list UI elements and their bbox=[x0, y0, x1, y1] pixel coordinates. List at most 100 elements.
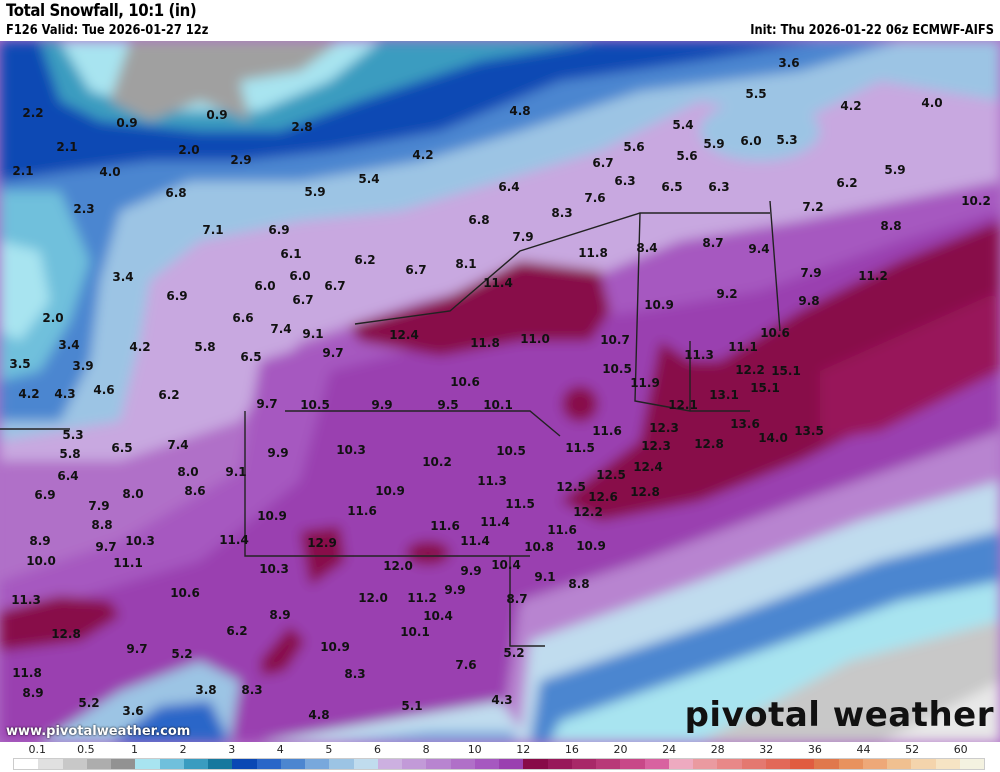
snowfall-field bbox=[0, 41, 1000, 742]
snowfall-value-label: 10.2 bbox=[961, 194, 991, 208]
snowfall-value-label: 10.6 bbox=[760, 326, 790, 340]
snowfall-value-label: 5.4 bbox=[358, 172, 380, 186]
snowfall-value-label: 6.6 bbox=[232, 311, 254, 325]
snowfall-value-label: 6.5 bbox=[240, 350, 262, 364]
legend-swatch bbox=[377, 759, 402, 769]
legend-tick-label: 5 bbox=[325, 743, 333, 756]
snowfall-value-label: 9.9 bbox=[444, 583, 466, 597]
snowfall-value-label: 8.8 bbox=[880, 219, 902, 233]
snowfall-value-label: 11.5 bbox=[505, 497, 535, 511]
snowfall-value-label: 12.4 bbox=[633, 460, 663, 474]
legend-swatch bbox=[814, 759, 839, 769]
snowfall-value-label: 2.8 bbox=[291, 120, 313, 134]
snowfall-value-label: 11.8 bbox=[578, 246, 608, 260]
legend-swatch bbox=[741, 759, 766, 769]
snowfall-value-label: 4.3 bbox=[54, 387, 76, 401]
snowfall-value-label: 4.2 bbox=[129, 340, 151, 354]
snowfall-value-label: 4.0 bbox=[99, 165, 121, 179]
snowfall-value-label: 9.7 bbox=[322, 346, 344, 360]
state-borders bbox=[0, 200, 781, 647]
snowfall-value-label: 4.6 bbox=[93, 383, 115, 397]
source-url[interactable]: www.pivotalweather.com bbox=[6, 724, 191, 739]
snowfall-value-label: 11.5 bbox=[565, 441, 595, 455]
legend-swatch bbox=[644, 759, 669, 769]
legend-swatch bbox=[523, 759, 548, 769]
snowfall-value-label: 12.3 bbox=[641, 439, 671, 453]
snowfall-value-label: 7.1 bbox=[202, 223, 224, 237]
snowfall-value-label: 4.8 bbox=[308, 708, 330, 722]
legend-swatch bbox=[329, 759, 354, 769]
legend-swatch bbox=[280, 759, 305, 769]
snowfall-value-label: 8.9 bbox=[22, 686, 44, 700]
snowfall-value-label: 4.8 bbox=[509, 104, 531, 118]
snowfall-value-label: 7.2 bbox=[802, 200, 824, 214]
snowfall-value-label: 2.0 bbox=[42, 311, 64, 325]
valid-time: F126 Valid: Tue 2026-01-27 12z bbox=[6, 23, 209, 38]
snowfall-value-label: 7.6 bbox=[455, 658, 477, 672]
snowfall-value-label: 8.7 bbox=[506, 592, 528, 606]
legend-swatch bbox=[474, 759, 499, 769]
snowfall-value-label: 7.6 bbox=[584, 191, 606, 205]
legend-ticks: 0.1 0.5 1 2 3 4 5 6 8 10 12 16 20 24 28 32 36 44 52 60 bbox=[0, 743, 1000, 757]
snowfall-value-label: 11.2 bbox=[407, 591, 437, 605]
snowfall-value-label: 11.6 bbox=[430, 519, 460, 533]
snowfall-value-label: 12.5 bbox=[596, 468, 626, 482]
legend-tick-label: 12 bbox=[516, 743, 531, 756]
snowfall-value-label: 5.6 bbox=[623, 140, 645, 154]
snowfall-value-label: 2.2 bbox=[22, 106, 44, 120]
legend-tick-label: 28 bbox=[710, 743, 725, 756]
snowfall-value-label: 10.9 bbox=[644, 298, 674, 312]
snowfall-value-label: 2.1 bbox=[56, 140, 78, 154]
legend-swatch bbox=[450, 759, 475, 769]
snowfall-value-label: 6.7 bbox=[292, 293, 314, 307]
snowfall-value-label: 4.3 bbox=[491, 693, 513, 707]
legend-tick-label: 32 bbox=[759, 743, 774, 756]
snowfall-value-label: 11.3 bbox=[11, 593, 41, 607]
legend-swatch bbox=[402, 759, 427, 769]
snowfall-value-label: 8.0 bbox=[122, 487, 144, 501]
snowfall-value-label: 6.5 bbox=[661, 180, 683, 194]
snowfall-value-label: 5.2 bbox=[171, 647, 193, 661]
snowfall-value-label: 5.4 bbox=[672, 118, 694, 132]
snowfall-value-label: 7.4 bbox=[270, 322, 292, 336]
snowfall-value-label: 2.1 bbox=[12, 164, 34, 178]
snowfall-value-label: 9.9 bbox=[371, 398, 393, 412]
legend-swatch bbox=[790, 759, 815, 769]
snowfall-value-label: 5.1 bbox=[401, 699, 423, 713]
legend-swatch bbox=[862, 759, 887, 769]
snowfall-value-label: 10.7 bbox=[600, 333, 630, 347]
snowfall-value-label: 6.8 bbox=[165, 186, 187, 200]
snowfall-value-label: 9.9 bbox=[267, 446, 289, 460]
snowfall-value-label: 8.9 bbox=[269, 608, 291, 622]
legend-swatch bbox=[717, 759, 742, 769]
snowfall-value-label: 8.8 bbox=[568, 577, 590, 591]
snowfall-value-label: 5.6 bbox=[676, 149, 698, 163]
header: Total Snowfall, 10:1 (in) F126 Valid: Tu… bbox=[0, 0, 1000, 41]
legend-swatch bbox=[38, 759, 63, 769]
snowfall-value-label: 9.1 bbox=[534, 570, 556, 584]
legend-tick-label: 60 bbox=[953, 743, 968, 756]
snowfall-value-label: 5.2 bbox=[503, 646, 525, 660]
snowfall-value-label: 7.9 bbox=[88, 499, 110, 513]
snowfall-value-label: 11.9 bbox=[630, 376, 660, 390]
snowfall-value-label: 12.8 bbox=[630, 485, 660, 499]
snowfall-value-label: 9.1 bbox=[225, 465, 247, 479]
snowfall-value-label: 10.5 bbox=[300, 398, 330, 412]
snowfall-value-label: 13.6 bbox=[730, 417, 760, 431]
snowfall-value-label: 6.7 bbox=[592, 156, 614, 170]
snowfall-value-label: 12.2 bbox=[573, 505, 603, 519]
snowfall-value-label: 10.9 bbox=[320, 640, 350, 654]
legend-swatch bbox=[668, 759, 693, 769]
snowfall-value-label: 12.1 bbox=[668, 398, 698, 412]
snowfall-value-label: 11.6 bbox=[592, 424, 622, 438]
snowfall-value-label: 10.6 bbox=[450, 375, 480, 389]
snowfall-value-label: 6.9 bbox=[268, 223, 290, 237]
snowfall-value-label: 8.8 bbox=[91, 518, 113, 532]
snowfall-value-label: 6.5 bbox=[111, 441, 133, 455]
snowfall-value-label: 6.9 bbox=[166, 289, 188, 303]
snowfall-value-label: 2.3 bbox=[73, 202, 95, 216]
snowfall-value-label: 9.9 bbox=[460, 564, 482, 578]
snowfall-value-label: 11.6 bbox=[347, 504, 377, 518]
snowfall-value-label: 9.7 bbox=[256, 397, 278, 411]
snowfall-value-label: 8.3 bbox=[241, 683, 263, 697]
